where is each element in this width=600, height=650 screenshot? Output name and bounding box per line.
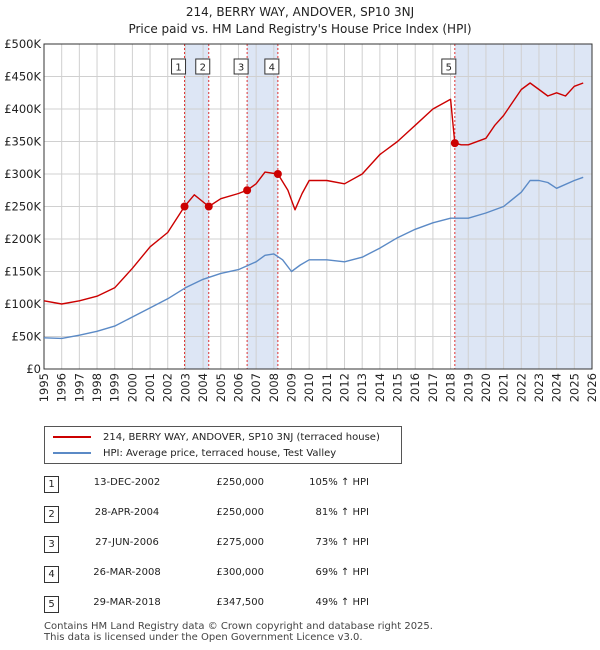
x-tick-label: 2007 <box>249 373 263 402</box>
sale-label-box <box>171 58 187 75</box>
legend-item-hpi: HPI: Average price, terraced house, Test… <box>53 446 336 460</box>
sale-date: 29-MAR-2018 <box>93 597 161 608</box>
sale-price: £250,000 <box>216 507 264 518</box>
x-tick-label: 2025 <box>567 373 581 402</box>
x-tick-label: 2008 <box>267 373 281 402</box>
x-tick-label: 2011 <box>320 373 334 402</box>
x-tick-label: 2005 <box>214 373 228 402</box>
y-tick-label: £100K <box>4 297 41 311</box>
x-tick-label: 1997 <box>72 373 86 402</box>
legend-swatch-price <box>53 436 91 438</box>
x-tick-label: 2024 <box>550 373 564 402</box>
sale-point <box>273 170 282 178</box>
sale-hpi-change: 49% ↑ HPI <box>315 597 369 608</box>
sale-number-badge: 5 <box>44 596 59 613</box>
y-tick-label: £0 <box>26 362 41 376</box>
x-tick-label: 2021 <box>497 373 511 402</box>
footer-line-2: This data is licensed under the Open Gov… <box>44 632 363 643</box>
sale-point <box>180 202 189 211</box>
sale-label-box <box>233 58 249 75</box>
x-tick-label: 2000 <box>125 373 139 402</box>
x-tick-label: 2020 <box>479 373 493 402</box>
sale-number-badge: 2 <box>44 506 59 523</box>
y-tick-label: £200K <box>4 232 41 246</box>
sale-label: 3 <box>238 63 244 74</box>
x-tick-label: 2023 <box>532 373 546 402</box>
sale-hpi-change: 69% ↑ HPI <box>315 567 369 578</box>
y-tick-label: £250K <box>4 200 41 214</box>
sale-label-box <box>264 58 280 75</box>
x-tick-label: 2013 <box>355 373 369 402</box>
chart-legend: 214, BERRY WAY, ANDOVER, SP10 3NJ (terra… <box>44 426 402 464</box>
x-tick-label: 2016 <box>408 373 422 402</box>
footer-attribution: Contains HM Land Registry data © Crown c… <box>44 621 433 643</box>
sale-number-badge: 4 <box>44 566 59 583</box>
chart-title: 214, BERRY WAY, ANDOVER, SP10 3NJ <box>185 5 415 19</box>
table-row: 5 29-MAR-2018 £347,500 49% ↑ HPI <box>44 596 374 613</box>
x-tick-label: 2012 <box>338 373 352 402</box>
y-tick-label: £150K <box>4 265 41 279</box>
y-tick-label: £400K <box>4 102 41 116</box>
legend-label-hpi: HPI: Average price, terraced house, Test… <box>103 447 337 459</box>
x-tick-label: 1995 <box>37 373 51 402</box>
legend-label-price: 214, BERRY WAY, ANDOVER, SP10 3NJ (terra… <box>103 431 380 443</box>
sale-label: 2 <box>200 63 206 74</box>
hpi-line <box>43 176 584 340</box>
footer-line-1: Contains HM Land Registry data © Crown c… <box>44 621 433 632</box>
table-row: 4 26-MAR-2008 £300,000 69% ↑ HPI <box>44 566 374 583</box>
legend-swatch-hpi <box>53 452 91 454</box>
sale-number-badge: 3 <box>44 536 59 553</box>
sale-hpi-change: 105% ↑ HPI <box>309 477 369 488</box>
y-tick-label: £500K <box>4 37 41 51</box>
x-tick-label: 2026 <box>585 373 599 402</box>
x-tick-label: 2009 <box>284 373 298 402</box>
chart-subtitle: Price paid vs. HM Land Registry's House … <box>128 22 472 36</box>
sale-date: 27-JUN-2006 <box>95 537 159 548</box>
x-tick-label: 2014 <box>373 373 387 402</box>
sale-label-box <box>441 58 457 75</box>
x-tick-label: 2015 <box>391 373 405 402</box>
x-tick-label: 1999 <box>108 373 122 402</box>
y-tick-label: £450K <box>4 70 41 84</box>
x-tick-label: 2017 <box>426 373 440 402</box>
sale-label: 1 <box>175 63 181 74</box>
x-tick-label: 1998 <box>90 373 104 402</box>
sale-point <box>204 202 213 211</box>
y-tick-label: £50K <box>12 330 42 344</box>
x-tick-label: 2018 <box>444 373 458 402</box>
table-row: 1 13-DEC-2002 £250,000 105% ↑ HPI <box>44 476 374 493</box>
x-tick-label: 2003 <box>178 373 192 402</box>
x-tick-label: 1996 <box>55 373 69 402</box>
sale-hpi-change: 73% ↑ HPI <box>315 537 369 548</box>
sale-label: 5 <box>446 63 452 74</box>
x-tick-label: 2002 <box>161 373 175 402</box>
legend-item-price: 214, BERRY WAY, ANDOVER, SP10 3NJ (terra… <box>53 430 380 444</box>
y-tick-label: £300K <box>4 167 41 181</box>
sale-date: 26-MAR-2008 <box>93 567 161 578</box>
y-tick-label: £350K <box>4 135 41 149</box>
sale-point <box>243 186 252 195</box>
price-paid-line <box>43 82 584 305</box>
x-tick-label: 2004 <box>196 373 210 402</box>
sale-price: £347,500 <box>216 597 264 608</box>
x-tick-label: 2006 <box>231 373 245 402</box>
x-tick-label: 2010 <box>302 373 316 402</box>
sale-price: £275,000 <box>216 537 264 548</box>
x-tick-label: 2022 <box>514 373 528 402</box>
table-row: 3 27-JUN-2006 £275,000 73% ↑ HPI <box>44 536 374 553</box>
sale-point <box>450 139 459 148</box>
sale-price: £250,000 <box>216 477 264 488</box>
sale-label-box <box>195 58 211 75</box>
sale-price: £300,000 <box>216 567 264 578</box>
sale-date: 28-APR-2004 <box>94 507 160 518</box>
sale-hpi-change: 81% ↑ HPI <box>315 507 369 518</box>
price-chart: 1 2 3 4 5 £0 £50K £100K £150K £200K £250K £300K £350… <box>4 37 599 402</box>
sale-number-badge: 1 <box>44 476 59 493</box>
plot-border <box>43 43 593 370</box>
sale-label: 4 <box>269 63 275 74</box>
table-row: 2 28-APR-2004 £250,000 81% ↑ HPI <box>44 506 374 523</box>
x-tick-label: 2019 <box>461 373 475 402</box>
sale-date: 13-DEC-2002 <box>93 477 161 488</box>
x-tick-label: 2001 <box>143 373 157 402</box>
